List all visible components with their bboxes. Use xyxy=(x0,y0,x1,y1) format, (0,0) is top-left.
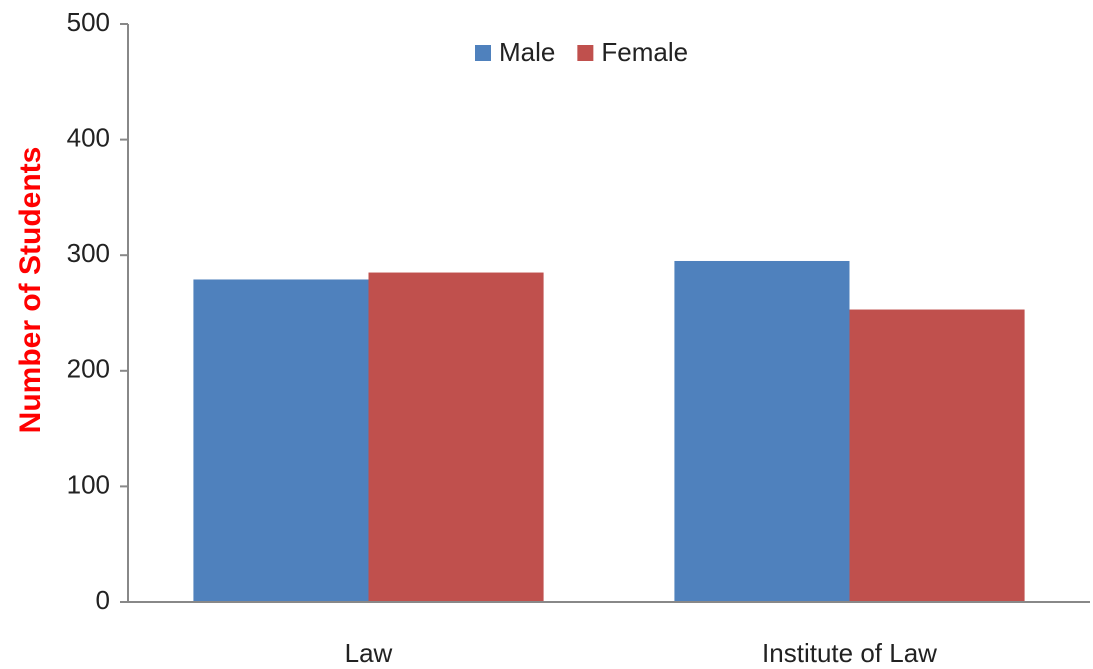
y-tick-label: 300 xyxy=(67,238,110,268)
legend-swatch xyxy=(577,45,594,61)
y-tick-label: 200 xyxy=(67,354,110,384)
bar xyxy=(368,272,544,602)
legend-label: Female xyxy=(601,37,688,67)
y-tick-label: 0 xyxy=(96,585,110,615)
bar xyxy=(674,260,850,602)
y-tick-label: 500 xyxy=(67,7,110,37)
x-tick-label: Institute of Law xyxy=(762,638,937,668)
y-axis-label: Number of Students xyxy=(14,147,47,434)
y-tick-label: 100 xyxy=(67,469,110,499)
y-tick-label: 400 xyxy=(67,122,110,152)
legend-label: Male xyxy=(499,37,555,67)
bar xyxy=(849,309,1025,602)
legend-swatch xyxy=(475,45,491,61)
bar xyxy=(193,279,369,602)
x-tick-label: Law xyxy=(345,638,393,668)
